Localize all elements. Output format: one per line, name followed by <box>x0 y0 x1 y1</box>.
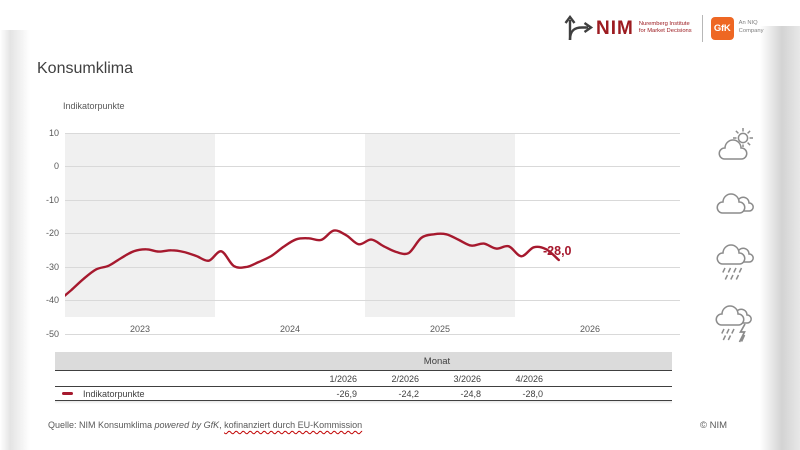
page-title: Konsumklima <box>37 60 134 77</box>
gridline <box>65 200 680 201</box>
table-values-row: Indikatorpunkte -26,9 -24,2 -24,8 -28,0 <box>55 387 672 401</box>
nim-arrows-icon <box>564 15 594 41</box>
table-value-cell: -24,2 <box>398 388 419 399</box>
indicator-line <box>65 229 560 298</box>
y-axis-title: Indikatorpunkte <box>63 101 125 111</box>
source-note: Quelle: NIM Konsumklima powered by GfK, … <box>48 420 363 430</box>
table-value-cell: -24,8 <box>460 388 481 399</box>
konsumklima-line-chart: 10 0 -10 -20 -30 -40 -50 2023 2024 2025 2026 -28,… <box>40 125 690 347</box>
table-months-row: 1/2026 2/2026 3/2026 4/2026 <box>55 371 672 387</box>
y-axis-tick: -20 <box>45 228 59 239</box>
source-underlined-text: kofinanziert durch EU-Kommission <box>224 420 363 430</box>
x-axis-label: 2023 <box>129 324 151 334</box>
y-axis-tick: 10 <box>48 128 59 138</box>
gfk-tagline: An NIQ Company <box>738 20 764 34</box>
year-band <box>65 134 215 317</box>
table-month-header: 3/2026 <box>453 373 481 384</box>
last-value-label: -28,0 <box>543 244 572 258</box>
x-axis-label: 2026 <box>579 324 601 334</box>
x-axis-label: 2024 <box>279 324 301 334</box>
table-group-header-row: Monat <box>55 352 672 371</box>
gridline <box>65 300 680 301</box>
copyright: © NIM <box>700 420 728 431</box>
nim-tagline: Nuremberg Institute for Market Decisions <box>638 20 692 34</box>
table-month-header: 2/2026 <box>391 373 419 384</box>
logo-bar: NIM Nuremberg Institute for Market Decis… <box>562 10 763 46</box>
series-legend-dash <box>62 392 73 395</box>
table-month-header: 4/2026 <box>515 373 543 384</box>
y-axis-tick: -40 <box>45 295 59 306</box>
gridline <box>65 267 680 268</box>
storm-cloud-icon <box>713 302 759 344</box>
y-axis-tick: -30 <box>45 261 59 272</box>
table-month-header: 1/2026 <box>329 373 357 384</box>
table-value-cell: -28,0 <box>522 388 543 399</box>
y-axis-tick: -10 <box>45 194 59 205</box>
nim-logo-text: NIM <box>596 17 634 39</box>
year-band <box>365 134 515 317</box>
gridline <box>65 133 680 134</box>
series-legend-label: Indikatorpunkte <box>83 388 145 399</box>
gfk-logo: GfK <box>710 16 734 40</box>
table-shadow <box>55 401 672 404</box>
x-axis-label: 2025 <box>429 324 451 334</box>
gridline <box>65 334 680 335</box>
rain-cloud-icon <box>713 239 759 281</box>
table-value-cell: -26,9 <box>336 388 357 399</box>
values-table: Monat 1/2026 2/2026 3/2026 4/2026 Indikator… <box>55 352 672 404</box>
y-axis-tick: -50 <box>45 328 59 339</box>
gridline <box>65 233 680 234</box>
gridline <box>65 166 680 167</box>
sun-behind-cloud-icon <box>713 127 759 165</box>
logo-divider <box>701 14 703 42</box>
page-curl-shadow-right <box>760 26 800 450</box>
table-group-header: Monat <box>423 355 451 367</box>
clouds-icon <box>713 185 759 217</box>
y-axis-tick: 0 <box>53 161 59 172</box>
page-curl-shadow-left <box>0 30 30 450</box>
plot-area: 2023 2024 2025 2026 <box>65 133 680 335</box>
